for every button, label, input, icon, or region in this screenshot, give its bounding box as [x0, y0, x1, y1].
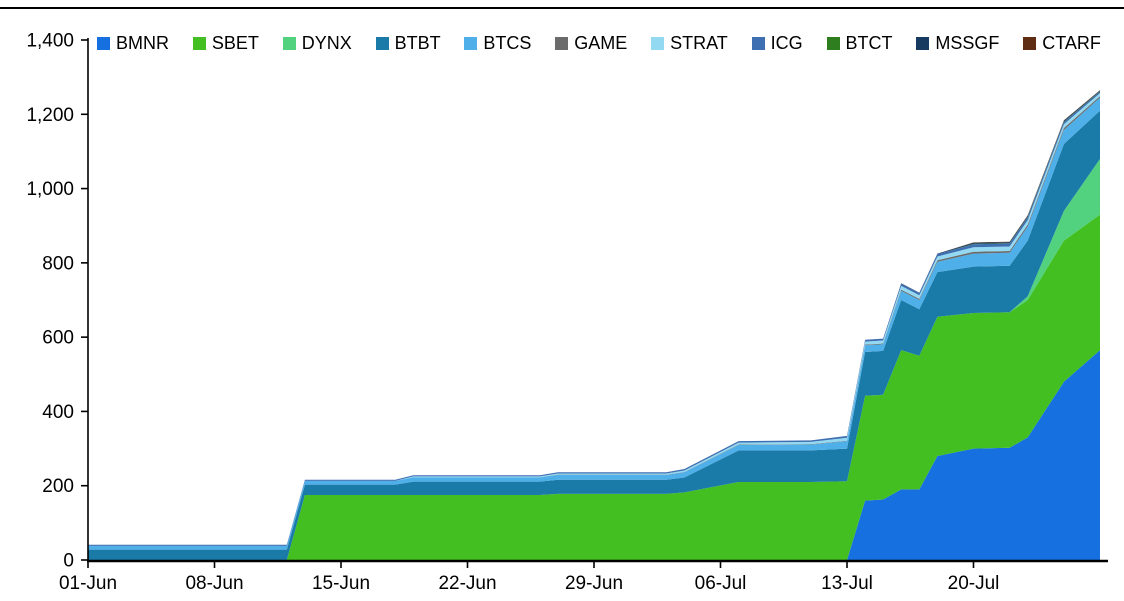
- x-tick-label: 01-Jun: [59, 573, 117, 594]
- x-tick-label: 13-Jul: [821, 573, 873, 594]
- legend-item-btbt: BTBT: [375, 32, 441, 54]
- legend-swatch-icon: [751, 36, 765, 50]
- legend-label: MSSGF: [935, 32, 1000, 53]
- legend-swatch-icon: [826, 36, 840, 50]
- legend-swatch-icon: [192, 36, 206, 50]
- legend-swatch-icon: [375, 36, 389, 50]
- legend-item-mssgf: MSSGF: [916, 33, 999, 54]
- legend-label: GAME: [574, 32, 628, 53]
- legend-item-icg: ICG: [751, 32, 803, 54]
- legend-swatch-icon: [916, 36, 930, 50]
- y-tick-label: 1,200: [26, 105, 74, 126]
- y-tick-label: 1,400: [26, 31, 74, 52]
- legend-label: DYNX: [301, 32, 352, 53]
- x-tick-label: 29-Jun: [565, 573, 623, 594]
- y-tick-label: 1,000: [26, 179, 74, 200]
- legend-label: ICG: [770, 32, 803, 53]
- area-btbt: [88, 110, 1100, 560]
- legend-item-dynx: DYNX: [282, 32, 352, 54]
- y-tick-label: 800: [42, 253, 74, 274]
- legend-swatch-icon: [464, 36, 478, 50]
- legend-item-btcs: BTCS: [464, 33, 531, 54]
- area-bmnr: [88, 350, 1100, 560]
- y-tick-label: 600: [42, 328, 74, 349]
- legend-item-game: GAME: [555, 33, 627, 54]
- top-rule-divider: [0, 7, 1124, 9]
- x-tick-label: 20-Jul: [948, 573, 1000, 594]
- legend-swatch-icon: [1023, 36, 1037, 50]
- legend-swatch-icon: [97, 36, 110, 50]
- legend-item-bmnr: BMNR: [97, 33, 169, 54]
- legend-swatch-icon: [282, 36, 296, 50]
- area-sbet: [88, 214, 1100, 560]
- y-tick-label: 400: [42, 402, 74, 423]
- x-tick-label: 15-Jun: [312, 573, 370, 594]
- legend-item-btct: BTCT: [826, 32, 893, 54]
- x-tick-label: 06-Jul: [695, 573, 747, 594]
- legend-label: STRAT: [670, 32, 728, 53]
- legend-swatch-icon: [651, 36, 665, 50]
- legend-item-strat: STRAT: [651, 33, 728, 54]
- x-tick-label: 08-Jun: [185, 573, 243, 594]
- legend-item-ctarf: CTARF: [1023, 33, 1101, 54]
- x-tick-label: 22-Jun: [438, 573, 496, 594]
- chart-legend: BMNR SBET DYNX BTBT BTCS GAME STRAT ICG BTCT MSSG…: [97, 31, 1101, 55]
- y-tick-label: 200: [42, 476, 74, 497]
- legend-label: BTBT: [394, 32, 441, 53]
- y-tick-label: 0: [63, 551, 74, 572]
- legend-label: BMNR: [116, 32, 169, 53]
- legend-label: CTARF: [1042, 32, 1101, 53]
- legend-label: BTCT: [845, 32, 893, 53]
- legend-label: BTCS: [483, 32, 532, 53]
- legend-label: SBET: [211, 32, 259, 53]
- legend-item-sbet: SBET: [192, 32, 259, 54]
- legend-swatch-icon: [555, 36, 569, 50]
